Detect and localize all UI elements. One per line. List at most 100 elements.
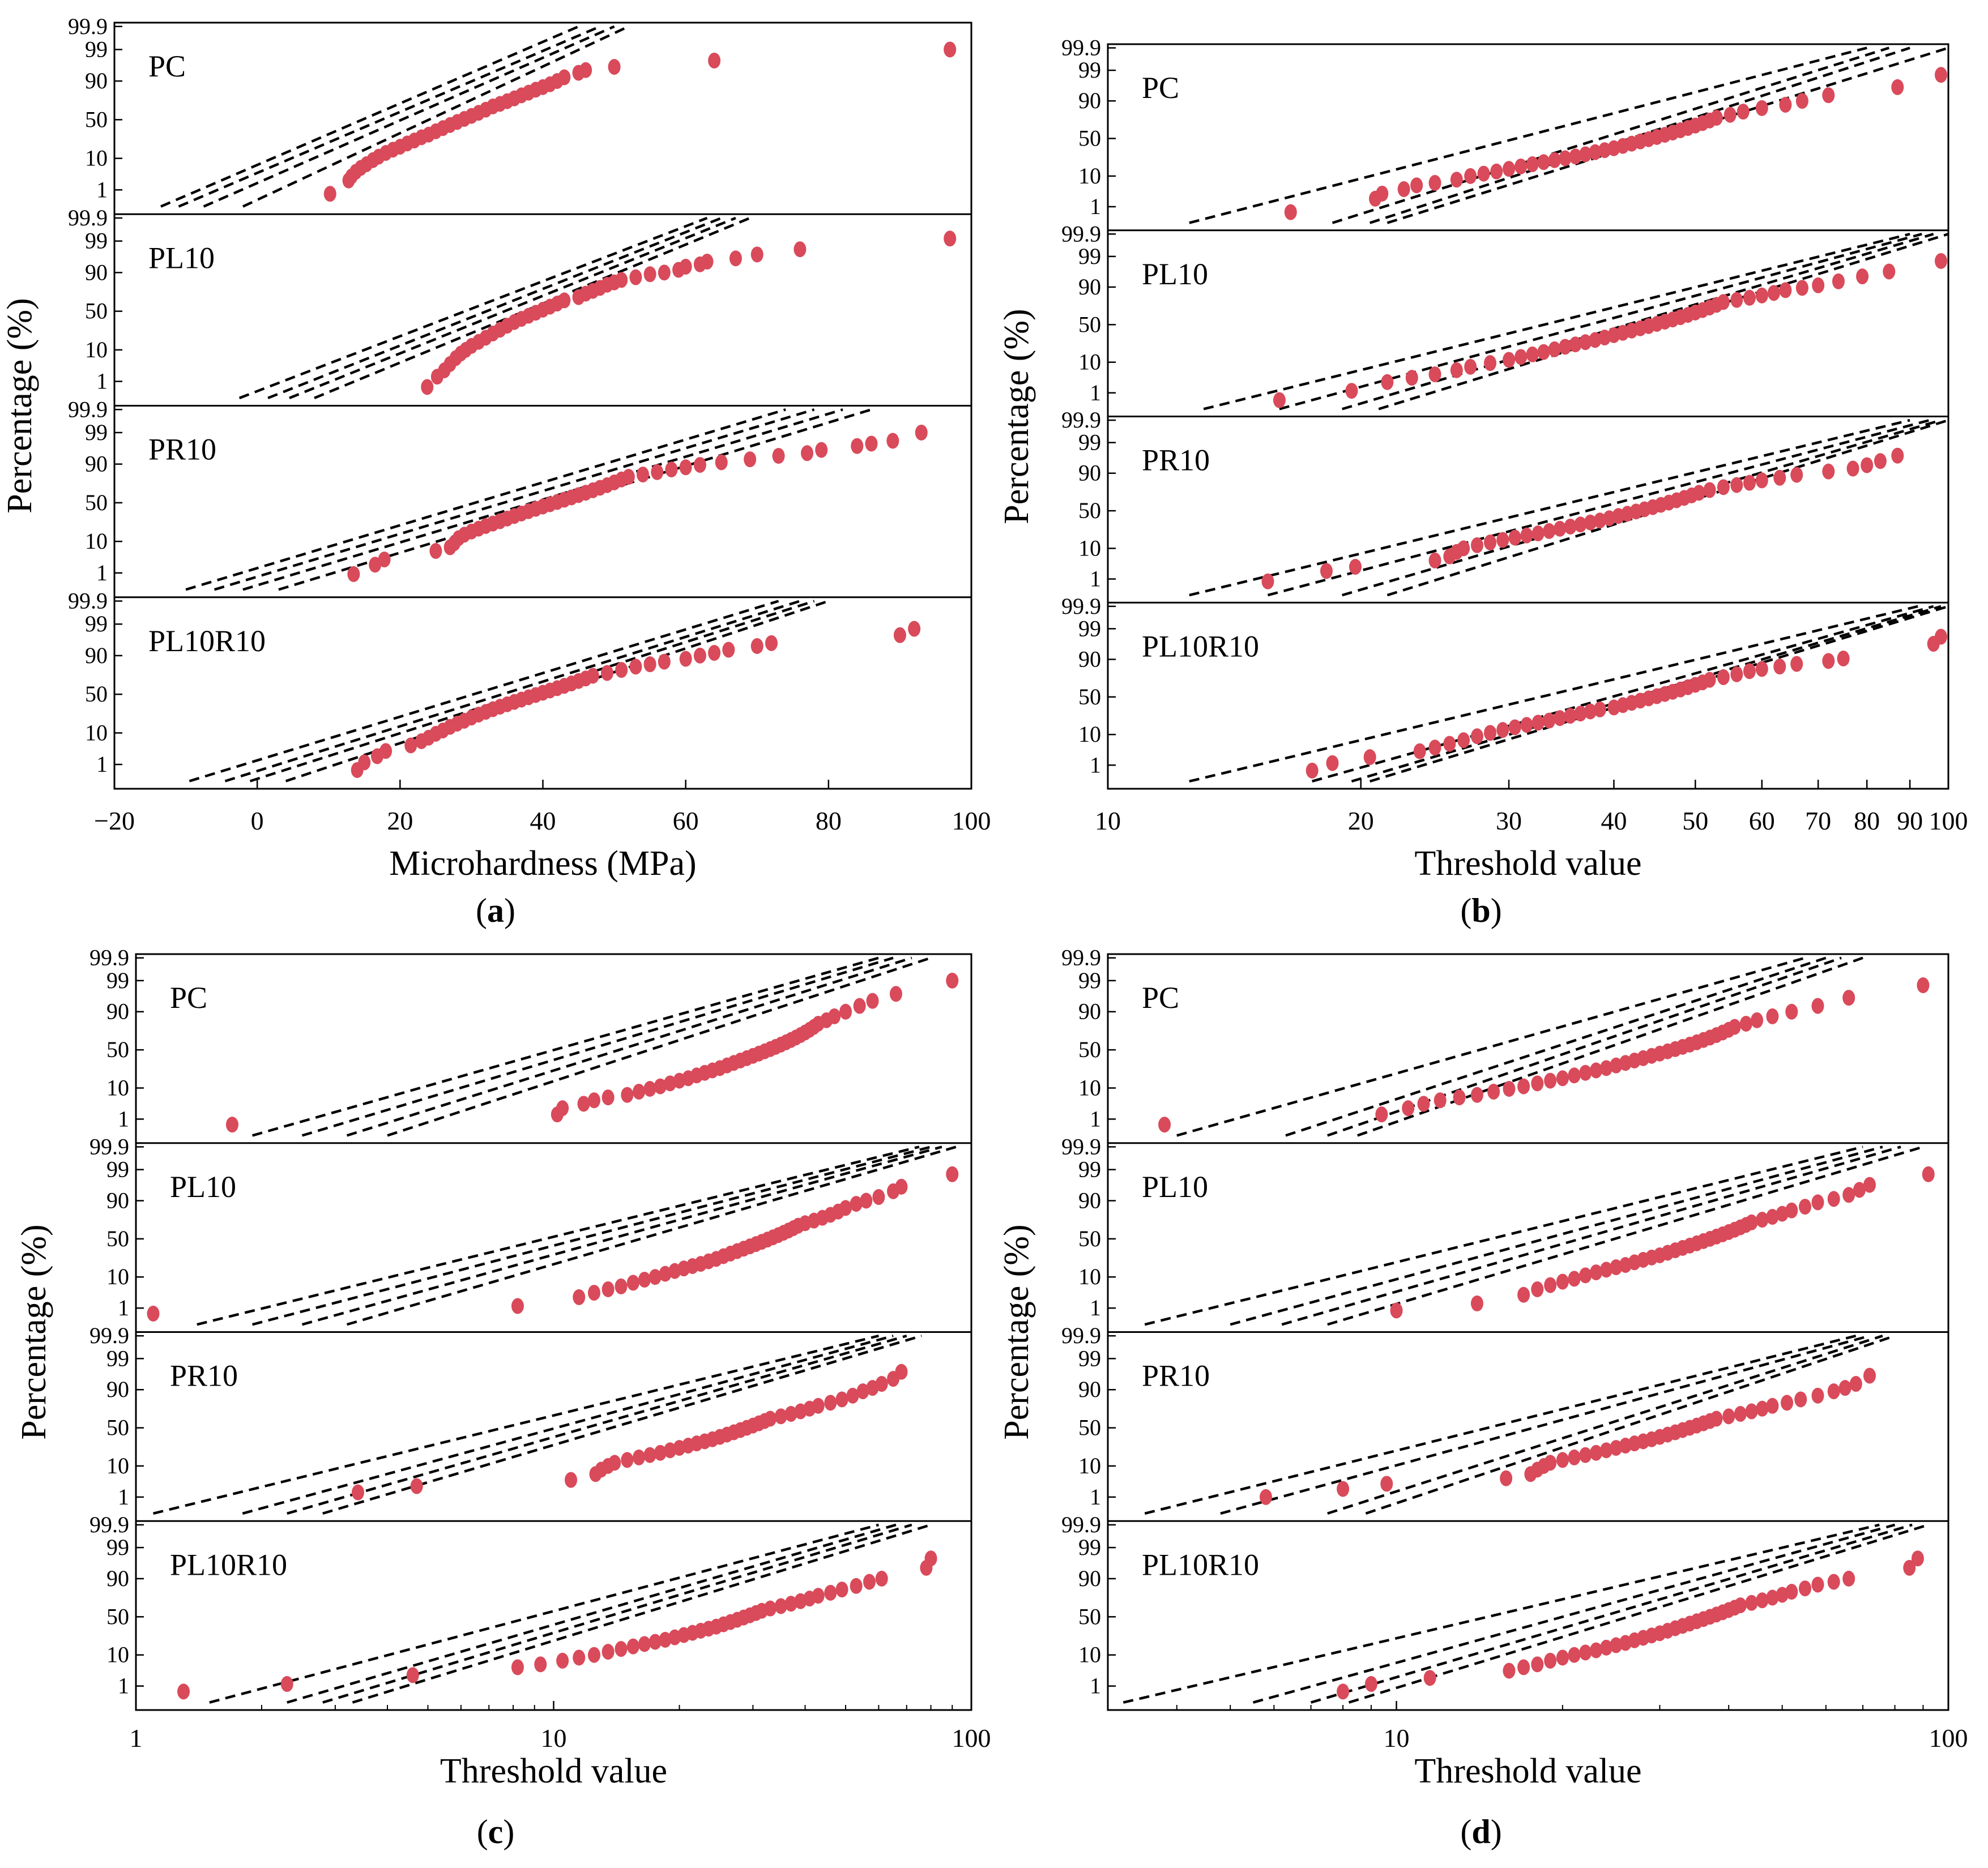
data-point [1703, 672, 1716, 688]
y-tick-label: 10 [85, 720, 108, 745]
data-point [225, 1117, 238, 1133]
subfigure-caption: (b) [1460, 892, 1501, 929]
data-point [1934, 67, 1947, 83]
data-point [1526, 346, 1539, 362]
y-tick-label: 99.9 [1061, 35, 1101, 61]
caption-close: ) [503, 1813, 514, 1850]
data-point [1457, 732, 1470, 749]
data-point [534, 1656, 547, 1673]
data-point [621, 1087, 634, 1103]
data-points [225, 972, 959, 1133]
data-point [772, 448, 785, 464]
fit-line [1189, 46, 1867, 224]
data-point [1477, 165, 1490, 182]
data-point [1284, 204, 1297, 220]
y-tick-label: 1 [96, 369, 108, 394]
y-tick-label: 10 [1078, 535, 1101, 561]
x-tick-label: −20 [94, 806, 135, 835]
data-point [1450, 362, 1463, 378]
data-point [1717, 669, 1730, 685]
data-point [1883, 263, 1896, 280]
data-point [715, 454, 728, 471]
data-point [1261, 573, 1274, 589]
caption-open: ( [1460, 892, 1471, 929]
data-point [1397, 181, 1410, 198]
data-point [1751, 1012, 1764, 1028]
x-axis-label: Threshold value [1414, 1752, 1641, 1790]
panel-label: PL10R10 [1142, 629, 1259, 663]
fit-lines [1123, 1523, 1929, 1704]
fit-lines [160, 25, 629, 208]
y-tick-label: 10 [1078, 1264, 1101, 1289]
data-point [1496, 722, 1509, 738]
data-point [626, 1275, 639, 1291]
fit-line [1144, 1334, 1857, 1515]
y-tick-label: 1 [1090, 1295, 1101, 1320]
data-point [1827, 1191, 1840, 1207]
x-tick-label: 90 [1897, 806, 1923, 835]
fit-line [1267, 418, 1930, 597]
fit-line [160, 25, 579, 208]
data-point [1710, 110, 1723, 126]
data-point [946, 1166, 959, 1182]
y-axis-label: Percentage (%) [997, 309, 1036, 524]
data-point [1470, 728, 1483, 745]
data-point [863, 1574, 876, 1590]
data-point [1891, 447, 1904, 464]
fit-line [1279, 233, 1922, 411]
data-point [946, 972, 959, 989]
x-tick-label: 100 [1929, 806, 1968, 835]
data-point [511, 1659, 524, 1675]
data-point [1405, 370, 1418, 386]
data-point [1812, 277, 1825, 293]
fit-line [224, 600, 801, 783]
y-tick-label: 1 [118, 1295, 129, 1320]
caption-close: ) [1491, 892, 1502, 929]
data-point [708, 52, 721, 69]
y-tick-label: 99.9 [1061, 945, 1101, 971]
data-point [1891, 79, 1904, 95]
y-tick-label: 90 [1078, 88, 1101, 113]
data-point [1428, 739, 1441, 756]
y-tick-label: 1 [1090, 194, 1101, 219]
fit-line [242, 1335, 894, 1515]
y-tick-label: 90 [106, 999, 129, 1024]
data-point [1717, 294, 1730, 310]
x-tick-label: 60 [1749, 806, 1775, 835]
fit-line [1176, 956, 1806, 1137]
caption-open: ( [476, 892, 487, 929]
fit-lines [238, 216, 751, 400]
y-tick-label: 10 [106, 1642, 129, 1668]
data-point [626, 1638, 639, 1655]
fit-line [178, 25, 601, 208]
data-point [638, 1271, 651, 1288]
data-point [1517, 1078, 1530, 1095]
y-tick-label: 10 [1078, 1642, 1101, 1668]
data-point [601, 1281, 615, 1297]
y-tick-label: 90 [85, 68, 108, 93]
caption-open: ( [1460, 1813, 1471, 1850]
data-point [1306, 762, 1319, 779]
data-point [601, 1644, 615, 1660]
data-point [1610, 1057, 1623, 1074]
data-point [421, 379, 434, 395]
data-point [1593, 701, 1606, 717]
y-tick-label: 90 [1078, 460, 1101, 486]
data-point [608, 1455, 621, 1471]
y-tick-label: 99.9 [1061, 221, 1101, 246]
x-tick-label: 100 [952, 1724, 991, 1752]
panel-label: PC [148, 49, 186, 83]
data-point [615, 662, 628, 678]
y-tick-label: 99.9 [1061, 1323, 1101, 1348]
data-point [1593, 512, 1606, 529]
fit-line [301, 1145, 942, 1326]
x-tick-label: 80 [1854, 806, 1880, 835]
data-point [1590, 1264, 1603, 1281]
data-point [1739, 1015, 1752, 1032]
data-point [1503, 1662, 1516, 1679]
data-point [1822, 653, 1835, 669]
